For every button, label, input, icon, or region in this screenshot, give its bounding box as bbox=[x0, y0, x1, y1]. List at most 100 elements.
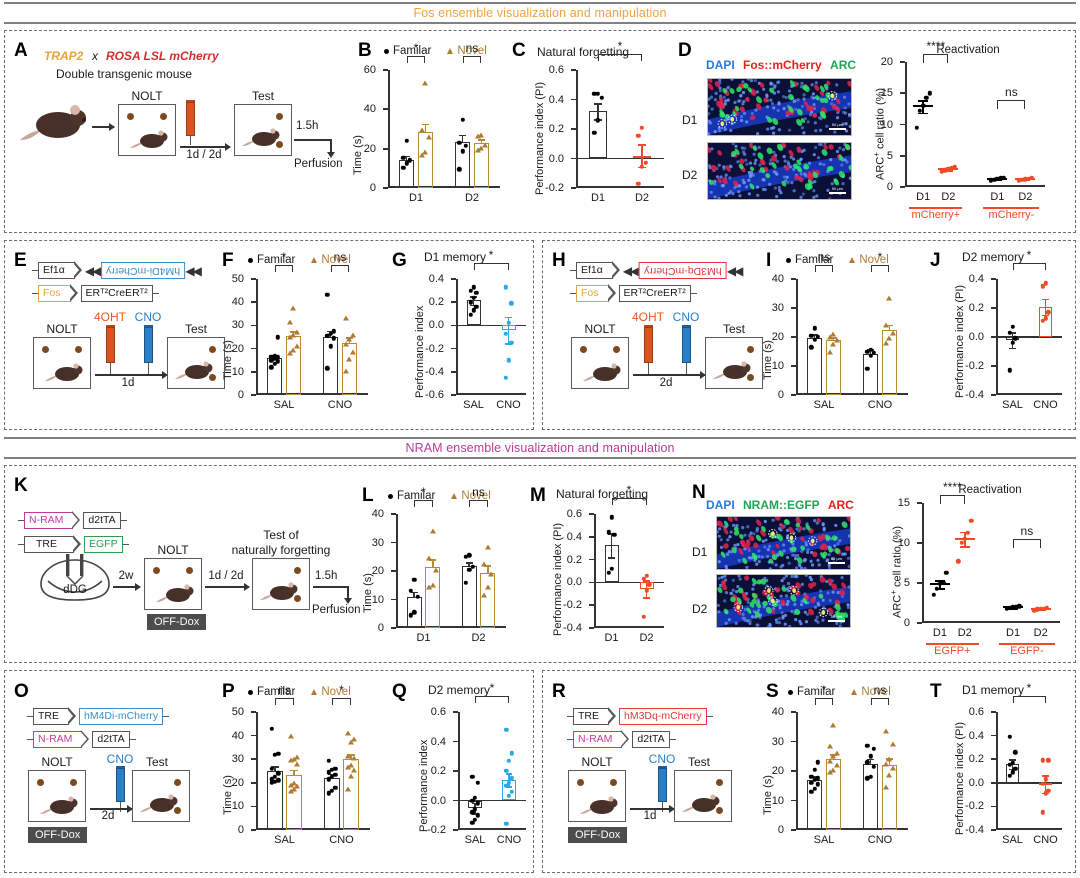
data-point bbox=[636, 181, 641, 186]
y-tick-label: 40 bbox=[231, 729, 244, 742]
legend-novel-label: Novel bbox=[321, 686, 351, 698]
y-tick bbox=[589, 558, 594, 561]
y-tick-label: 5 bbox=[886, 149, 893, 162]
y-tick bbox=[453, 740, 458, 743]
data-point bbox=[917, 108, 923, 113]
promoter-box: N-RAM bbox=[573, 730, 630, 749]
data-point bbox=[276, 771, 281, 776]
y-axis bbox=[796, 279, 798, 395]
y-tick-label: -0.6 bbox=[425, 389, 444, 401]
data-point bbox=[868, 353, 873, 359]
data-point bbox=[883, 784, 890, 790]
y-tick-label: 0.4 bbox=[566, 530, 582, 543]
y-tick-label: 0.4 bbox=[428, 273, 444, 285]
mouse-icon bbox=[682, 794, 720, 812]
error-cap bbox=[608, 533, 615, 535]
significance-label: ns bbox=[278, 683, 291, 697]
data-point bbox=[889, 741, 896, 747]
y-tick bbox=[991, 307, 996, 309]
promoter-box: Ef1α bbox=[576, 261, 620, 280]
data-point bbox=[812, 786, 817, 791]
panel-K-arrow-1 bbox=[113, 583, 141, 590]
panel-S-legend: Familar Novel bbox=[788, 686, 891, 698]
data-point bbox=[343, 315, 350, 321]
significance-label: * bbox=[339, 683, 344, 697]
panel-R-offdox-badge: OFF-Dox bbox=[568, 827, 628, 843]
data-point bbox=[988, 177, 994, 183]
panel-A-nolt-arena bbox=[118, 104, 176, 156]
error-cap bbox=[1009, 331, 1016, 334]
panel-H-syringe-4oht bbox=[644, 325, 653, 374]
fluorescence-image bbox=[708, 79, 851, 135]
data-point bbox=[290, 305, 297, 311]
panel-H-nolt-label: NOLT bbox=[584, 322, 616, 336]
object-icon bbox=[747, 374, 754, 381]
data-point bbox=[276, 778, 281, 783]
panel-D-row2-label: D2 bbox=[682, 168, 698, 182]
y-tick bbox=[451, 278, 456, 280]
chart-D-ylabel: ARC+ cell ratio (%) bbox=[872, 87, 887, 180]
error-bar bbox=[480, 139, 483, 143]
panel-O-cassette-1: TRE hM4Di-mCherry bbox=[27, 707, 170, 726]
panel-D-legend-mcherry: Fos::mCherry bbox=[743, 58, 822, 72]
object-icon bbox=[174, 807, 181, 814]
panel-E-nolt-arena bbox=[33, 337, 91, 389]
data-point bbox=[426, 584, 433, 590]
mouse-icon bbox=[175, 361, 213, 379]
y-tick bbox=[991, 805, 996, 808]
panel-A-arrow-1 bbox=[92, 123, 115, 130]
significance-label: * bbox=[421, 485, 426, 499]
mouse-icon bbox=[130, 130, 168, 148]
data-point bbox=[639, 164, 645, 169]
error-cap bbox=[810, 776, 819, 778]
data-point bbox=[457, 167, 462, 172]
data-point bbox=[1043, 777, 1048, 782]
data-point bbox=[889, 765, 896, 771]
y-tick bbox=[900, 61, 905, 63]
y-tick bbox=[571, 157, 576, 160]
y-tick bbox=[571, 128, 576, 130]
scale-bar: 50 µm bbox=[827, 614, 845, 622]
data-point bbox=[272, 779, 278, 784]
data-point bbox=[426, 555, 433, 561]
data-point bbox=[344, 786, 351, 792]
data-point bbox=[272, 752, 278, 758]
data-point bbox=[827, 349, 834, 355]
error-bar bbox=[293, 769, 295, 776]
panel-O-test-arena bbox=[132, 770, 190, 822]
object-icon bbox=[42, 346, 49, 353]
y-tick-label: 0 bbox=[369, 182, 376, 194]
data-point bbox=[949, 166, 954, 171]
data-point bbox=[291, 780, 298, 786]
data-point bbox=[269, 357, 274, 363]
panel-A-perfusion-label: Perfusion bbox=[294, 158, 343, 170]
familiar-dot-icon bbox=[248, 257, 253, 263]
mouse-icon bbox=[242, 128, 280, 146]
data-point bbox=[404, 138, 409, 143]
panel-E-drug1-label: 4OHT bbox=[93, 310, 127, 324]
panel-D-legend-arc: ARC bbox=[830, 58, 857, 72]
error-cap bbox=[347, 754, 355, 756]
data-point bbox=[269, 766, 274, 771]
data-point bbox=[995, 176, 1000, 182]
data-point bbox=[592, 130, 597, 135]
data-point bbox=[478, 132, 485, 138]
data-point bbox=[349, 349, 356, 355]
data-point bbox=[351, 736, 358, 742]
data-point bbox=[830, 767, 837, 773]
data-point bbox=[1023, 176, 1028, 182]
data-point bbox=[809, 344, 814, 350]
error-cap bbox=[289, 331, 298, 333]
panel-K-arrow-2 bbox=[205, 583, 250, 590]
panel-E-test-arena bbox=[167, 337, 225, 389]
bar bbox=[406, 597, 422, 628]
y-tick bbox=[571, 187, 576, 189]
y-tick bbox=[991, 711, 996, 713]
chart-G-ylabel: Performance index bbox=[414, 305, 426, 398]
panel-letter-P: P bbox=[222, 681, 235, 702]
panel-A-arrow-2 bbox=[180, 143, 231, 150]
mouse-icon bbox=[40, 796, 78, 814]
data-point bbox=[419, 127, 426, 133]
x-tick-label: SAL bbox=[463, 399, 484, 411]
panel-letter-C: C bbox=[512, 40, 526, 61]
